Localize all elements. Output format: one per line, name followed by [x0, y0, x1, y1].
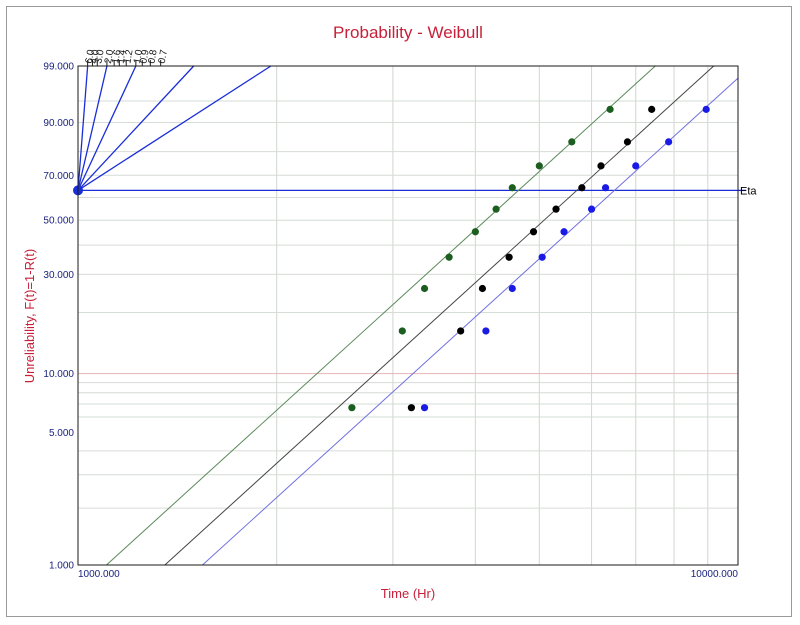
data-point — [568, 138, 576, 146]
slope-tick-label: 3.0 — [93, 48, 106, 64]
data-point — [508, 184, 516, 192]
data-point — [505, 253, 513, 261]
slope-reference-line — [77, 65, 195, 191]
plot-area-border — [77, 65, 739, 566]
slope-reference-line — [77, 65, 89, 191]
chart-frame — [6, 6, 792, 617]
x-tick-label: 1000.000 — [78, 569, 120, 580]
data-point — [606, 105, 614, 113]
x-axis-title: Time (Hr) — [381, 586, 435, 601]
chart-title: Probability - Weibull — [333, 23, 483, 42]
fit-line — [202, 77, 739, 566]
data-point — [632, 162, 640, 170]
slope-tick-label: 1.2 — [122, 48, 135, 64]
data-point — [702, 105, 710, 113]
y-tick-label: 90.000 — [43, 118, 74, 129]
y-tick-label: 70.000 — [43, 171, 74, 182]
fit-line — [164, 65, 715, 566]
data-point — [597, 162, 605, 170]
slope-tick-label: 0.9 — [138, 48, 151, 64]
data-point — [529, 228, 538, 236]
data-point — [445, 253, 453, 261]
data-point — [492, 205, 500, 213]
grid-lines — [78, 65, 738, 565]
data-point — [398, 327, 406, 335]
data-point — [587, 205, 596, 213]
y-tick-label: 5.000 — [49, 428, 74, 439]
data-point — [648, 105, 656, 113]
slope-tick-label: 1.4 — [115, 48, 128, 64]
beta-slope-lines: Eta — [73, 65, 757, 197]
data-point — [478, 284, 487, 293]
data-point — [482, 327, 490, 335]
data-point — [348, 404, 356, 412]
data-points — [348, 105, 710, 412]
y-tick-label: 50.000 — [43, 216, 74, 227]
data-point — [538, 253, 546, 261]
eta-label: Eta — [740, 185, 757, 197]
y-axis-title: Unreliability, F(t)=1-R(t) — [22, 249, 37, 383]
slope-tick-label: 1.6 — [110, 48, 123, 64]
fit-lines — [106, 65, 739, 566]
fit-line — [106, 65, 656, 566]
data-point — [508, 284, 516, 293]
slope-tick-label: 6.0 — [84, 48, 97, 64]
data-point — [552, 205, 560, 213]
slope-reference-line — [77, 65, 272, 191]
data-point — [560, 228, 568, 236]
y-tick-label: 10.000 — [43, 369, 74, 380]
tick-labels: 99.000 90.000 70.000 50.000 30.000 10.000 5.00… — [43, 48, 738, 580]
x-tick-label: 10000.000 — [691, 569, 739, 580]
data-point — [665, 138, 673, 146]
slope-reference-line — [77, 65, 108, 191]
data-point — [623, 138, 632, 146]
data-point — [420, 404, 429, 412]
data-point — [457, 327, 465, 335]
data-point — [471, 228, 479, 236]
y-tick-label: 1.000 — [49, 561, 74, 572]
data-point — [578, 184, 586, 192]
slope-reference-line — [77, 65, 137, 191]
y-tick-label: 30.000 — [43, 270, 74, 281]
slope-tick-label: 0.8 — [146, 48, 159, 64]
slope-tick-label: 0.7 — [157, 48, 170, 64]
slope-tick-label: 2.0 — [103, 48, 116, 64]
y-tick-label: 99.000 — [43, 62, 74, 73]
data-point — [601, 184, 610, 192]
data-point — [420, 284, 429, 293]
data-point — [407, 404, 415, 412]
data-point — [535, 162, 543, 170]
slope-tick-label: 4.0 — [89, 48, 102, 64]
